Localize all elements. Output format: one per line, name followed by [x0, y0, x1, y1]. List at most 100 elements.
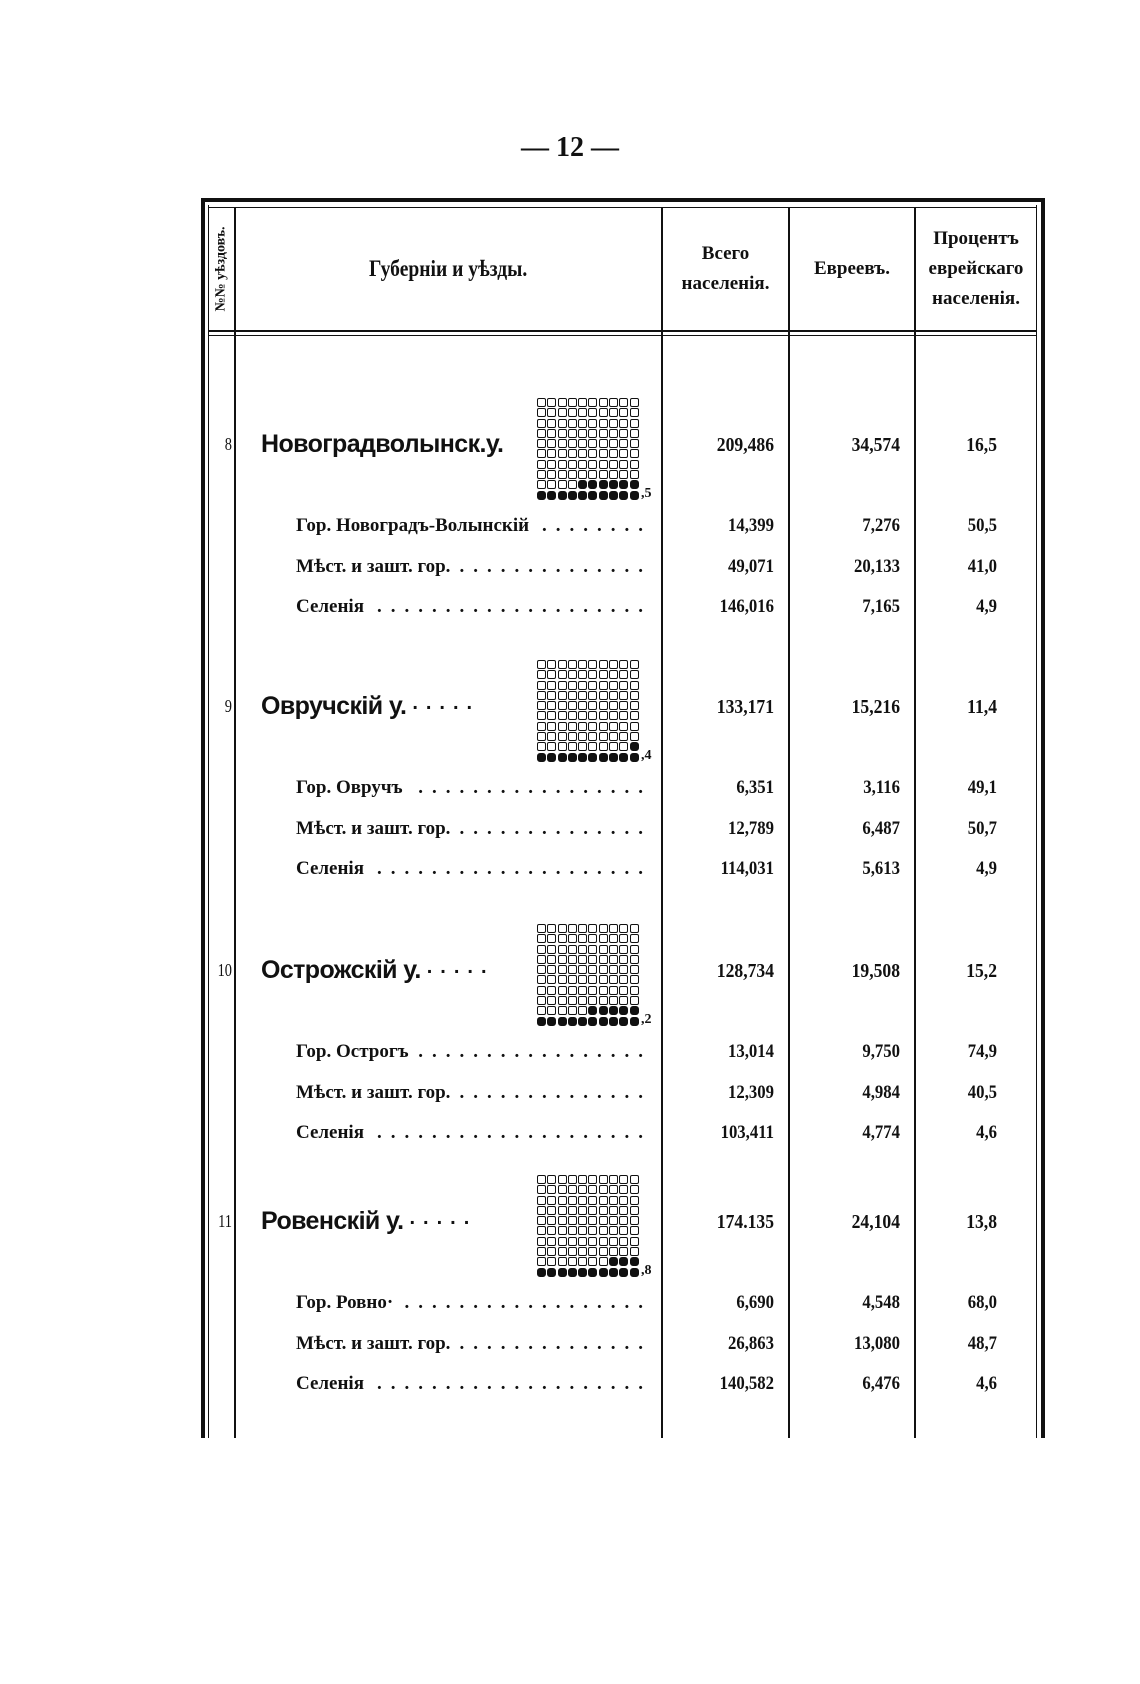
- pictogram-cell: [578, 996, 588, 1006]
- pictogram-cell: [567, 924, 577, 933]
- pictogram-cell: [609, 439, 619, 449]
- pictogram-cell: [567, 1257, 577, 1267]
- total-cell: 12,309: [728, 1082, 774, 1103]
- pictogram-cell: [598, 742, 608, 752]
- pictogram-cell: [598, 954, 608, 964]
- pictogram-cell: [588, 1016, 598, 1026]
- table-left-border-inner: [208, 205, 209, 1438]
- pictogram-cell: [588, 742, 598, 752]
- sub-row-name: Мѣст. и зашт. гор.......................…: [296, 1333, 652, 1355]
- pictogram-cell: [609, 470, 619, 480]
- column-divider: [234, 207, 236, 1438]
- pictogram-cell: [588, 1226, 598, 1236]
- sub-row-name: Селенія.................................…: [296, 1373, 652, 1395]
- pictogram-cell: [567, 1236, 577, 1246]
- district-name: Ровенскій у......: [261, 1207, 533, 1236]
- pictogram-cell: [547, 1185, 557, 1195]
- pictogram-cell: [588, 924, 598, 933]
- pictogram-cell: [619, 418, 629, 428]
- header-percent-line: Процентъ: [933, 228, 1019, 249]
- sub-row-label: Гор. Острогъ: [296, 1041, 409, 1062]
- pictogram-cell: [547, 1257, 557, 1267]
- percent-cell: 4,6: [976, 1122, 997, 1143]
- pictogram-decimal: ,2: [641, 1012, 652, 1027]
- sub-row-label: Мѣст. и зашт. гор.: [296, 556, 451, 577]
- pictogram-cell: [609, 752, 619, 762]
- jews-cell: 9,750: [862, 1041, 900, 1062]
- pictogram-cell: [537, 398, 546, 407]
- pictogram-cell: [537, 1175, 546, 1184]
- column-divider: [788, 207, 790, 1438]
- pictogram-cell: [588, 985, 598, 995]
- dot-leader: ........................................: [370, 858, 652, 879]
- pictogram-cell: [598, 701, 608, 711]
- pictogram-cell: [537, 690, 546, 700]
- pictogram-cell: [537, 985, 546, 995]
- pictogram-cell: [547, 975, 557, 985]
- pictogram-cell: [578, 680, 588, 690]
- pictogram-cell: [578, 721, 588, 731]
- district-index: 10: [217, 960, 232, 980]
- pictogram-cell: [537, 701, 546, 711]
- jews-cell: 6,476: [862, 1373, 900, 1394]
- pictogram-cell: [547, 428, 557, 438]
- pictogram-cell: [619, 732, 629, 742]
- pictogram-cell: [619, 965, 629, 975]
- pictogram-cell: [578, 711, 588, 721]
- pictogram-cell: [619, 1236, 629, 1246]
- sub-row-label: Гор. Новоградъ-Волынскій: [296, 515, 530, 536]
- pictogram-cell: [598, 1205, 608, 1215]
- sub-row-label: Гор. Овручъ: [296, 777, 403, 798]
- percent-cell: 41,0: [967, 556, 997, 577]
- pictogram-cell: [557, 449, 567, 459]
- pictogram-cell: [588, 449, 598, 459]
- total-cell: 146,016: [719, 596, 774, 617]
- pictogram-cell: [609, 1216, 619, 1226]
- pictogram-cell: [629, 1267, 639, 1277]
- pictogram-cell: [557, 1195, 567, 1205]
- pictogram-cell: [629, 428, 639, 438]
- pictogram-cell: [588, 398, 598, 407]
- table-top-border: [201, 198, 1045, 202]
- sub-row-label: Селенія: [296, 596, 364, 617]
- dot-leader: ........................................: [535, 515, 652, 536]
- table-right-border-inner: [1036, 205, 1037, 1438]
- pictogram-cell: [609, 975, 619, 985]
- pictogram-cell: [567, 1216, 577, 1226]
- pictogram-cell: [619, 1185, 629, 1195]
- jews-cell: 5,613: [862, 858, 900, 879]
- pictogram-cell: [557, 670, 567, 680]
- jews-cell: 4,548: [862, 1292, 900, 1313]
- pictogram-cell: [609, 1247, 619, 1257]
- pictogram-cell: [598, 1257, 608, 1267]
- pictogram-cell: [629, 711, 639, 721]
- pictogram-cell: [547, 690, 557, 700]
- pictogram-cell: [609, 418, 619, 428]
- jews-cell: 34,574: [851, 434, 900, 456]
- header-bottom-rule-2: [208, 335, 1036, 336]
- pictogram-grid: [537, 924, 639, 1026]
- pictogram-cell: [578, 1216, 588, 1226]
- pictogram-cell: [567, 1016, 577, 1026]
- district-name-text: Овручскій у.: [261, 692, 407, 720]
- pictogram-cell: [629, 470, 639, 480]
- pictogram-cell: [619, 1257, 629, 1267]
- pictogram-cell: [619, 701, 629, 711]
- district-index: 11: [218, 1211, 232, 1231]
- percent-cell: 50,7: [967, 818, 997, 839]
- pictogram-cell: [629, 660, 639, 669]
- pictogram-cell: [537, 965, 546, 975]
- pictogram-cell: [588, 1267, 598, 1277]
- pictogram-cell: [567, 680, 577, 690]
- pictogram-cell: [578, 398, 588, 407]
- header-percent: Процентъ еврейскаго населенія.: [916, 208, 1036, 330]
- pictogram-cell: [598, 670, 608, 680]
- pictogram-cell: [609, 690, 619, 700]
- pictogram-cell: [598, 439, 608, 449]
- sub-row-name: Селенія.................................…: [296, 1122, 652, 1144]
- pictogram-cell: [557, 470, 567, 480]
- percent-cell: 74,9: [967, 1041, 997, 1062]
- pictogram-cell: [567, 975, 577, 985]
- pictogram-cell: [557, 1175, 567, 1184]
- pictogram-cell: [619, 1267, 629, 1277]
